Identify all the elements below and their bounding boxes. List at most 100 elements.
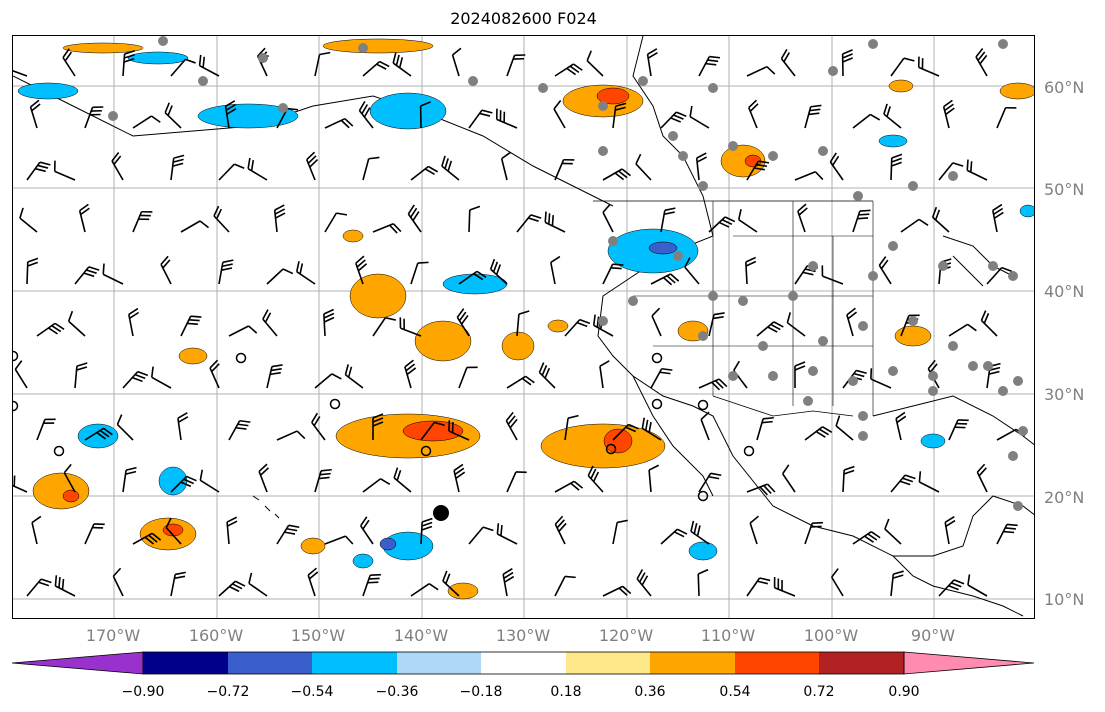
wind-barb [756,416,774,441]
wind-barb [362,478,391,493]
station-dot [698,331,708,341]
wind-barb [646,48,658,77]
wind-barb [468,526,494,545]
wind-barb [786,312,806,337]
wind-barb [170,475,197,493]
wind-barb [564,414,579,441]
wind-barb [122,466,137,493]
wind-barb [650,367,673,389]
colorbar-tick: 0.72 [803,684,835,700]
wind-barb [660,111,687,129]
station-dot [888,366,898,376]
negative-anomaly-patch [878,134,908,148]
wind-barb [218,163,245,181]
negative-anomaly-patch [17,82,79,100]
wind-barb [829,152,844,181]
positive-anomaly-patch [999,82,1034,100]
wind-barb [500,151,511,181]
wind-barb [612,102,627,129]
wind-barb [456,308,470,337]
wind-barb [602,263,624,285]
wind-barb [180,315,202,337]
colorbar-segment [143,652,228,674]
map-area[interactable] [12,35,1035,619]
station-dot [998,39,1008,49]
station-dot [158,36,168,46]
station-markers [13,36,1028,521]
wind-barb [660,207,676,233]
wind-barb [170,154,185,181]
wind-barb [550,255,561,285]
coastlines [13,36,1034,617]
negative-anomaly-patch [369,92,447,130]
positive-anomaly-patch [300,537,326,555]
wind-barb [122,49,136,77]
wind-barb [419,101,431,129]
wind-barb [36,418,56,441]
wind-barb [26,257,39,285]
wind-barb [948,419,969,441]
wind-barb [407,204,422,233]
wind-barb [684,257,700,285]
wind-barb [651,307,662,337]
wind-barb [164,102,182,129]
wind-barb [132,532,162,545]
colorbar-tick: −0.72 [206,684,250,700]
wind-barb [111,151,124,181]
wind-barb [506,471,527,493]
positive-anomaly-core [402,420,464,442]
colorbar-extend-right [903,651,1035,675]
station-dot [988,261,998,271]
station-ring [420,445,432,457]
wind-barb [495,108,518,129]
wind-barb [942,99,955,129]
wind-barb [986,266,1013,285]
wind-barb [295,261,316,285]
wind-barb [948,323,977,337]
station-ring [13,400,19,412]
station-dot [998,386,1008,396]
wind-barb [846,307,858,337]
station-dot [738,296,748,306]
wind-barb [26,578,52,597]
station-dot [808,261,818,271]
positive-anomaly-patch [32,472,90,510]
positive-anomaly-core [62,489,80,503]
station-dot [938,261,948,271]
wind-barb [870,368,892,389]
station-dot [708,291,718,301]
wind-barb [756,321,784,337]
wind-barb [602,203,614,233]
wind-barb [975,47,988,77]
wind-barb [362,60,390,77]
wind-barb [258,463,269,493]
wind-barb [967,574,988,597]
wind-barb [554,158,575,181]
station-dot [598,146,608,156]
wind-barb [852,113,881,129]
wind-barb [372,413,384,440]
wind-barb [895,411,907,441]
wind-barb [641,417,662,441]
wind-barb [84,523,105,545]
wind-barb [393,467,412,493]
wind-barb [635,153,652,181]
positive-anomaly-patch [322,38,434,54]
wind-barb [132,210,153,233]
station-dot [668,131,678,141]
gulf-coast [872,395,1034,446]
wind-barb [314,51,331,77]
wind-barb [553,99,566,129]
station-dot [1013,376,1023,386]
station-dot [858,411,868,421]
lat-label-50n: 50°N [1044,180,1085,199]
station-dot [538,83,548,93]
negative-anomaly-core [379,537,397,551]
wind-barb [228,419,251,441]
station-dot [768,371,778,381]
wind-barb [602,168,632,181]
wind-barb [29,99,41,129]
station-dot [808,366,818,376]
station-dot [788,291,798,301]
positive-anomaly-patch [178,347,208,365]
